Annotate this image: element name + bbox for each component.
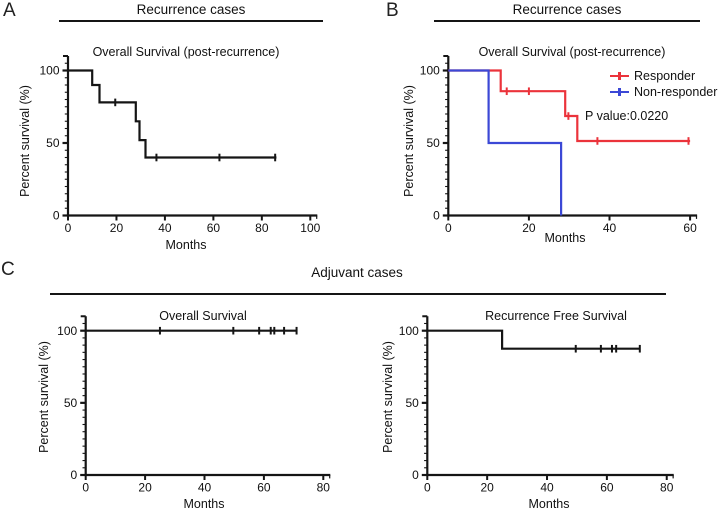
chart-title-a: Overall Survival (post-recurrence): [92, 45, 280, 59]
tick-labels-A: 0 20 40 60 80 100 0 50 100: [39, 64, 320, 235]
legend-item-responder: Responder: [610, 69, 717, 83]
km-chart-C-right: 0 20 40 60 80 0 50 100: [399, 315, 674, 495]
chart-title-c-left: Overall Survival: [159, 309, 247, 323]
svg-text:80: 80: [660, 481, 674, 495]
svg-text:100: 100: [420, 64, 440, 78]
x-axis-label-a: Months: [165, 238, 207, 252]
svg-text:60: 60: [257, 481, 271, 495]
tick-labels-C-left: 0 20 40 60 80 0 50 100: [57, 324, 330, 495]
svg-text:20: 20: [110, 221, 124, 235]
svg-text:0: 0: [433, 209, 440, 223]
svg-text:80: 80: [255, 221, 269, 235]
svg-text:50: 50: [405, 396, 419, 410]
svg-text:80: 80: [317, 481, 331, 495]
svg-text:0: 0: [65, 221, 72, 235]
svg-text:50: 50: [64, 396, 78, 410]
responder-line-icon: [610, 71, 629, 80]
svg-text:20: 20: [480, 481, 494, 495]
svg-text:60: 60: [683, 221, 697, 235]
panel-letter-a: A: [3, 0, 16, 21]
legend-label-responder: Responder: [634, 69, 696, 83]
legend-item-non-responder: Non-responder: [610, 85, 717, 99]
svg-text:50: 50: [46, 136, 60, 150]
km-chart-A: 0 20 40 60 80 100 0 50 100: [39, 55, 321, 235]
svg-text:0: 0: [424, 481, 431, 495]
svg-text:40: 40: [158, 221, 172, 235]
y-axis-label-c-left: Percent survival (%): [37, 341, 51, 453]
header-recurrence-cases-a: Recurrence cases: [136, 2, 246, 17]
svg-text:100: 100: [300, 221, 320, 235]
svg-text:40: 40: [198, 481, 212, 495]
legend-label-non-responder: Non-responder: [634, 85, 718, 99]
km-curve-responder: [448, 69, 691, 145]
km-curve-non-responder: [448, 69, 563, 216]
chart-title-c-right: Recurrence Free Survival: [485, 309, 627, 323]
x-axis-label-c-left: Months: [183, 497, 225, 511]
panel-letter-b: B: [386, 0, 399, 21]
axes-C-right: [421, 315, 674, 480]
axes-C-left: [80, 315, 331, 480]
header-underline-b: [434, 20, 700, 23]
svg-text:20: 20: [138, 481, 152, 495]
svg-text:50: 50: [426, 136, 440, 150]
panel-letter-c: C: [1, 259, 15, 280]
svg-text:40: 40: [540, 481, 554, 495]
km-curve-adjuvant-cases: [85, 326, 298, 335]
svg-text:100: 100: [57, 324, 77, 338]
y-axis-label-a: Percent survival (%): [18, 85, 32, 197]
km-chart-C-left: 0 20 40 60 80 0 50 100: [57, 315, 331, 495]
x-axis-label-c-right: Months: [528, 497, 570, 511]
axes-B: [442, 55, 698, 221]
axes-A: [62, 55, 318, 221]
km-curve-all-recurrence-cases: [68, 69, 277, 162]
svg-text:100: 100: [399, 324, 419, 338]
header-underline-c: [50, 293, 666, 296]
header-underline-a: [59, 20, 323, 23]
chart-title-b: Overall Survival (post-recurrence): [478, 45, 666, 59]
p-value-annotation: P value:0.0220: [585, 109, 669, 123]
km-chart-B: 0 20 40 60 0 50 100: [420, 55, 698, 235]
svg-text:0: 0: [71, 468, 78, 482]
svg-text:0: 0: [412, 468, 419, 482]
y-axis-label-b: Percent survival (%): [402, 85, 416, 197]
tick-labels-B: 0 20 40 60 0 50 100: [420, 64, 697, 235]
svg-text:40: 40: [603, 221, 617, 235]
km-curve-adjuvant-cases: [427, 329, 641, 353]
svg-text:0: 0: [53, 209, 60, 223]
tick-labels-C-right: 0 20 40 60 80 0 50 100: [399, 324, 674, 495]
svg-text:20: 20: [522, 221, 536, 235]
header-adjuvant-cases: Adjuvant cases: [311, 265, 403, 280]
svg-text:0: 0: [82, 481, 89, 495]
y-axis-label-c-right: Percent survival (%): [381, 341, 395, 453]
svg-text:60: 60: [207, 221, 221, 235]
svg-text:60: 60: [600, 481, 614, 495]
svg-text:100: 100: [39, 64, 59, 78]
x-axis-label-b: Months: [544, 231, 586, 245]
svg-text:0: 0: [445, 221, 452, 235]
legend-b: Responder Non-responder: [610, 69, 717, 99]
header-recurrence-cases-b: Recurrence cases: [512, 2, 622, 17]
non-responder-line-icon: [610, 87, 629, 96]
